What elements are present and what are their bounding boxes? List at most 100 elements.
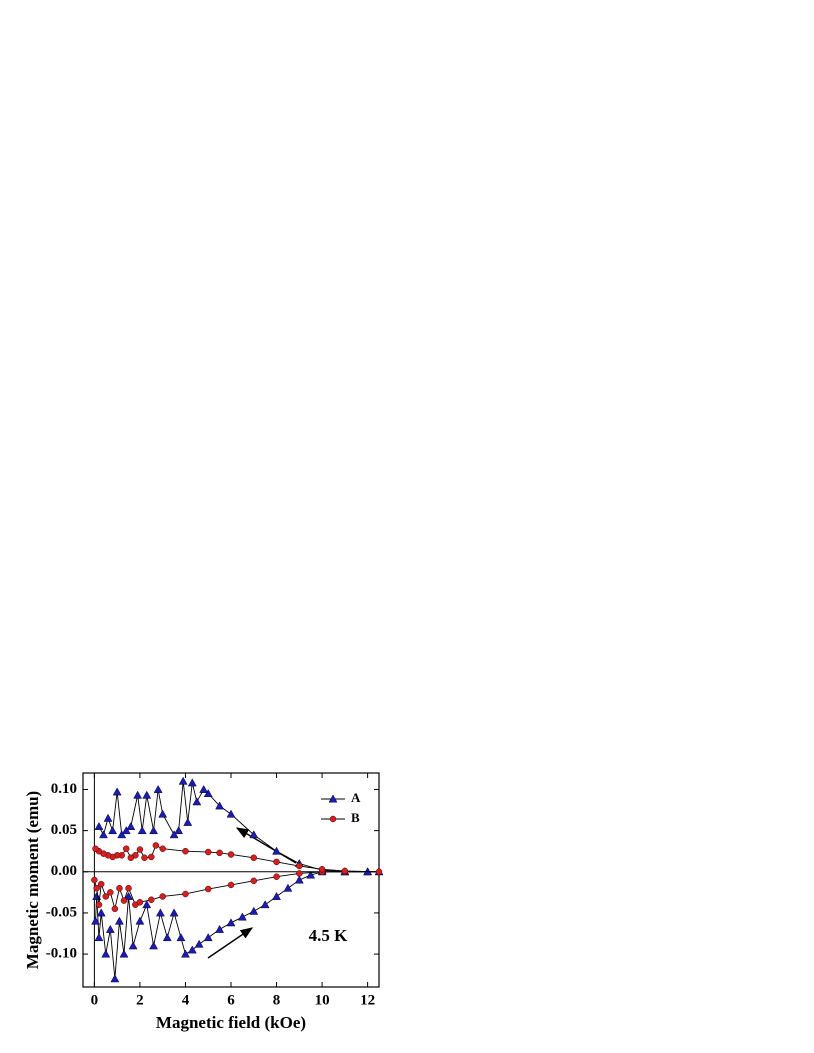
data-point bbox=[249, 906, 259, 915]
data-point bbox=[318, 866, 326, 873]
data-point bbox=[199, 784, 209, 793]
y-tick-label: -0.10 bbox=[46, 946, 77, 962]
data-point bbox=[110, 974, 120, 983]
data-point bbox=[101, 949, 111, 958]
data-point bbox=[133, 790, 143, 799]
legend-marker bbox=[329, 815, 337, 823]
data-point bbox=[136, 898, 144, 906]
data-point bbox=[93, 884, 100, 892]
data-point bbox=[215, 924, 225, 933]
data-point bbox=[249, 830, 259, 839]
data-point bbox=[116, 884, 123, 892]
data-point bbox=[203, 789, 213, 798]
data-point bbox=[107, 889, 114, 896]
data-point bbox=[226, 918, 236, 927]
data-point bbox=[226, 809, 236, 818]
x-tick-label: 12 bbox=[360, 992, 375, 1008]
data-point bbox=[178, 776, 188, 785]
data-point bbox=[216, 849, 223, 857]
data-point bbox=[125, 884, 132, 892]
data-point bbox=[127, 854, 135, 862]
data-point bbox=[92, 891, 102, 900]
data-point bbox=[95, 901, 103, 908]
data-point bbox=[162, 933, 172, 942]
data-point bbox=[296, 870, 303, 877]
data-point bbox=[141, 854, 148, 862]
data-point bbox=[112, 787, 122, 796]
data-point bbox=[91, 916, 100, 925]
data-point bbox=[260, 900, 270, 909]
x-tick-label: 6 bbox=[227, 992, 235, 1008]
data-point bbox=[227, 881, 235, 889]
data-point bbox=[111, 905, 119, 913]
data-point bbox=[153, 784, 163, 793]
data-point bbox=[187, 778, 197, 787]
data-point bbox=[126, 821, 136, 830]
data-point bbox=[121, 826, 131, 835]
data-point bbox=[272, 891, 281, 900]
data-point bbox=[119, 949, 129, 958]
data-point bbox=[149, 826, 159, 835]
data-point bbox=[169, 830, 179, 839]
temperature-annotation: 4.5 K bbox=[309, 926, 349, 945]
data-point bbox=[227, 851, 235, 858]
data-point bbox=[294, 875, 304, 884]
data-point bbox=[117, 830, 127, 839]
data-point bbox=[152, 842, 160, 849]
data-point bbox=[375, 868, 383, 876]
data-point bbox=[181, 949, 190, 958]
data-point bbox=[94, 933, 104, 942]
data-point bbox=[135, 916, 145, 925]
data-point bbox=[96, 908, 106, 917]
data-point bbox=[183, 817, 193, 826]
data-point bbox=[102, 893, 110, 900]
data-point bbox=[108, 826, 118, 835]
series-line bbox=[95, 781, 379, 979]
data-point bbox=[272, 846, 281, 855]
data-point bbox=[94, 821, 104, 830]
plot-frame bbox=[82, 772, 380, 988]
data-point bbox=[159, 893, 166, 900]
data-point bbox=[91, 876, 98, 884]
data-point bbox=[203, 933, 213, 942]
data-point bbox=[194, 939, 204, 948]
data-point bbox=[92, 845, 99, 852]
sweep-arrow bbox=[235, 827, 297, 864]
data-point bbox=[137, 826, 147, 835]
data-point bbox=[124, 891, 133, 900]
data-point bbox=[158, 809, 168, 818]
legend-label: A bbox=[351, 790, 361, 805]
x-tick-label: 4 bbox=[182, 992, 190, 1008]
data-point bbox=[148, 853, 155, 861]
data-point bbox=[149, 941, 159, 950]
data-point bbox=[105, 924, 115, 933]
y-tick-label: 0.05 bbox=[51, 822, 77, 838]
x-tick-label: 2 bbox=[136, 992, 144, 1008]
data-point bbox=[142, 790, 152, 799]
data-point bbox=[250, 854, 258, 862]
data-point bbox=[155, 908, 165, 917]
data-point bbox=[296, 862, 303, 870]
data-point bbox=[341, 867, 349, 875]
data-point bbox=[182, 847, 189, 855]
data-point bbox=[120, 897, 128, 904]
legend-marker bbox=[328, 794, 338, 803]
data-point bbox=[237, 912, 247, 921]
data-point bbox=[250, 877, 258, 885]
data-point bbox=[283, 883, 293, 892]
y-tick-label: 0.10 bbox=[51, 781, 77, 797]
data-point bbox=[103, 813, 113, 822]
data-point bbox=[169, 908, 179, 917]
x-tick-label: 8 bbox=[273, 992, 281, 1008]
data-point bbox=[306, 870, 316, 879]
data-point bbox=[115, 916, 124, 925]
data-point bbox=[148, 896, 155, 904]
data-point bbox=[187, 945, 197, 954]
data-point bbox=[174, 826, 184, 835]
data-point bbox=[192, 797, 202, 806]
sweep-arrow bbox=[207, 927, 254, 959]
data-point bbox=[176, 933, 186, 942]
data-point bbox=[204, 885, 212, 893]
